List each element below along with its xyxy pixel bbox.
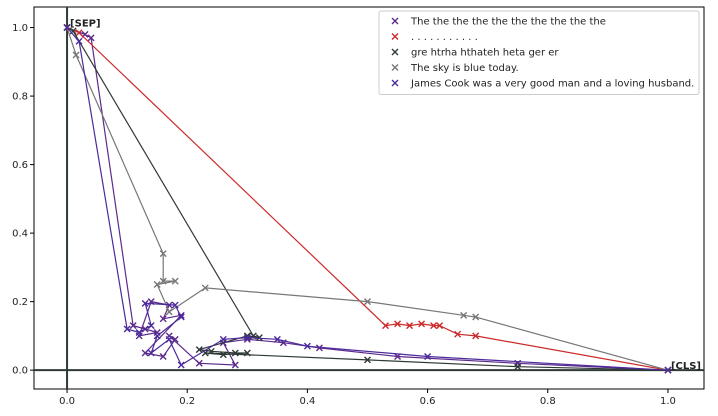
legend-marker: [391, 64, 399, 71]
x-tick-label: 0.2: [179, 396, 195, 407]
data-point: [201, 284, 209, 292]
legend-marker: [391, 79, 399, 87]
y-tick-label: 0.2: [12, 297, 28, 308]
data-point: [177, 313, 185, 321]
axis-lines: [34, 7, 704, 389]
data-point: [394, 320, 402, 328]
data-point: [364, 356, 371, 364]
data-point: [165, 308, 173, 316]
data-point: [460, 311, 468, 319]
data-point: [171, 335, 179, 343]
data-point: [243, 334, 251, 342]
annotation-label: [SEP]: [70, 19, 101, 30]
data-point: [255, 334, 263, 342]
legend-label: The sky is blue today.: [410, 63, 519, 74]
legend-label: The the the the the the the the the the: [410, 17, 606, 28]
data-point: [315, 344, 323, 352]
data-point: [123, 325, 131, 333]
x-tick-label: 0.6: [420, 396, 436, 407]
data-point: [63, 24, 71, 32]
data-point: [159, 250, 167, 258]
series-line: [66, 27, 668, 371]
data-point: [177, 361, 185, 369]
data-point: [153, 281, 161, 289]
data-point: [153, 332, 161, 340]
data-point: [171, 277, 179, 285]
data-point: [87, 34, 95, 42]
y-tick-label: 0.8: [12, 92, 28, 103]
data-point: [75, 29, 83, 37]
data-point: [219, 335, 227, 343]
data-point: [141, 349, 149, 357]
data-point: [472, 332, 480, 340]
data-point: [147, 322, 155, 330]
data-point: [159, 352, 167, 360]
annotation-label: [CLS]: [671, 361, 701, 372]
data-point: [418, 320, 426, 328]
series-4: [63, 24, 672, 374]
data-point: [472, 313, 480, 321]
data-point: [424, 352, 432, 360]
legend-label: gre htrha hthateh heta ger er: [411, 48, 559, 59]
data-point: [129, 322, 137, 330]
legend: The the the the the the the the the the.…: [378, 10, 700, 95]
y-tick-label: 0.4: [12, 229, 28, 240]
series-line: [66, 27, 669, 371]
legend-marker: [391, 48, 399, 56]
data-point: [141, 299, 149, 307]
data-point: [231, 361, 239, 369]
data-point: [382, 322, 390, 330]
data-point: [231, 349, 239, 357]
annotations-layer: [SEP] [CLS]: [70, 19, 701, 373]
legend-marker: [391, 33, 399, 40]
data-point: [159, 315, 167, 323]
series-line: [66, 27, 668, 371]
data-point: [165, 335, 173, 343]
y-tick-label: 0.6: [12, 160, 28, 171]
legend-box: [378, 10, 700, 95]
data-point: [430, 322, 438, 330]
data-point: [72, 51, 80, 59]
data-point: [75, 37, 83, 45]
data-point: [364, 298, 371, 306]
data-point: [664, 366, 672, 374]
legend-label: . . . . . . . . . . .: [411, 32, 478, 43]
data-point: [171, 301, 179, 309]
x-tick-label: 0.8: [540, 396, 556, 407]
data-point: [195, 359, 203, 367]
data-point: [195, 346, 203, 354]
data-point: [159, 277, 167, 285]
legend-label: James Cook was a very good man and a lov…: [410, 79, 694, 90]
x-tick-label: 0.4: [299, 396, 315, 407]
data-point: [303, 342, 311, 350]
data-point: [436, 322, 444, 330]
y-tick-label: 1.0: [12, 23, 28, 34]
data-point: [147, 349, 155, 357]
x-tick-label: 1.0: [660, 396, 676, 407]
data-point: [207, 347, 215, 355]
x-tick-label: 0.0: [59, 396, 75, 407]
data-point: [514, 363, 522, 371]
data-point: [406, 322, 414, 330]
ticks-layer: 0.0 0.2 0.4 0.6 0.8 1.0 0.0 0.2 0.4 0.6 0.8 1.0: [12, 23, 676, 407]
legend-marker: [391, 17, 399, 25]
series-0: [63, 24, 672, 374]
data-point: [219, 351, 227, 359]
y-tick-label: 0.0: [12, 366, 28, 377]
data-point: [454, 330, 462, 338]
data-point: [135, 328, 143, 336]
data-point: [243, 349, 251, 357]
series-layer: [63, 24, 672, 374]
data-point: [273, 335, 281, 343]
